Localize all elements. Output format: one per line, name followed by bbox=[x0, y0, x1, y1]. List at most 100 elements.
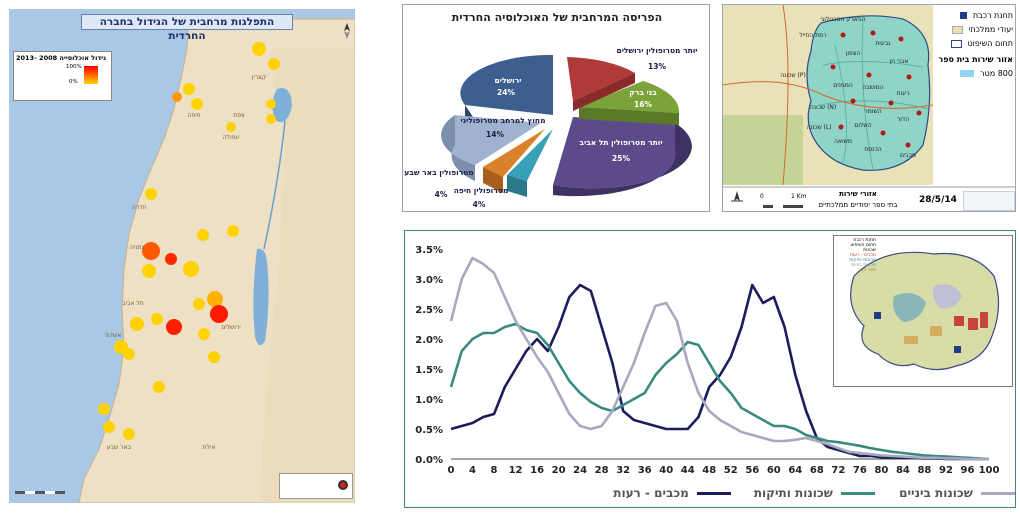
x-tick-label: 4 bbox=[469, 465, 476, 476]
map-footer-title: אזורי שירות bbox=[839, 190, 877, 198]
y-axis: 0.0% 0.5% 1.0% 1.5% 2.0% 2.5% 3.0% 3.5% bbox=[415, 245, 443, 466]
line-chart-svg: 0.0%0.5%1.0%1.5%2.0%2.5%3.0%3.5% 0 4 8 12 16… bbox=[415, 245, 999, 476]
pie-slice-beer-sheva bbox=[483, 129, 545, 177]
x-tick-label: 92 bbox=[939, 465, 953, 476]
legend-entry: שכונות ותיקות bbox=[754, 486, 875, 500]
inset-zone-maccabim bbox=[954, 312, 988, 330]
scale-bar bbox=[763, 205, 803, 208]
x-tick-label: 44 bbox=[681, 465, 695, 476]
legend-title: גידול אוכלוסייה 2008 -2013 bbox=[15, 54, 106, 62]
school-zones bbox=[806, 15, 931, 171]
neighborhood-label: שכונה (N) bbox=[810, 104, 836, 111]
inset-map: תחנת רכבת תחום השיפוט שכונות מכבים - רעו… bbox=[833, 235, 1013, 387]
neighborhood-label: הכנסת bbox=[864, 146, 881, 153]
pie-value-jerusalem-metro: 13% bbox=[648, 62, 666, 71]
pie-chart-panel: הפריסה המרחבית של האוכלוסיה החרדית bbox=[402, 4, 710, 212]
inset-city-boundary bbox=[850, 251, 1000, 371]
y-tick-label: 1.5% bbox=[415, 365, 443, 376]
israel-map-panel: קצרין צפת חיפה עפולה חדרה נתניה תל אביב … bbox=[9, 9, 355, 503]
inset-train-icon bbox=[874, 312, 961, 353]
pie-label-outside-metro: מחוץ למרחב מטרופוליני bbox=[460, 116, 545, 125]
neighborhood-label: השומר bbox=[864, 108, 881, 115]
neighborhood-label: הצפון bbox=[846, 50, 861, 57]
neighborhood-label: המושבה bbox=[862, 84, 883, 91]
pie-chart-title: הפריסה המרחבית של האוכלוסיה החרדית bbox=[451, 11, 663, 24]
neighborhood-label: המגינים bbox=[833, 82, 853, 89]
y-tick-label: 0.0% bbox=[415, 455, 443, 466]
inset-legend-item: מכבים - רעות bbox=[849, 253, 876, 258]
pie-3d bbox=[441, 54, 692, 197]
neighborhood-legend: תחנת רכבת יעודי ממלכתי תחום השיפוט אזור … bbox=[935, 9, 1015, 85]
y-tick-label: 2.5% bbox=[415, 305, 443, 316]
jordan-land bbox=[259, 49, 355, 503]
pie-value-outside-metro: 14% bbox=[486, 130, 504, 139]
neighborhood-label: אבני חן bbox=[890, 58, 909, 65]
pie-value-bnei-brak: 16% bbox=[634, 100, 652, 109]
x-tick-label: 68 bbox=[810, 465, 824, 476]
neighborhood-map-panel: הפארק הטכנולוגי רמת החייל גבעות הצפון אב… bbox=[722, 4, 1016, 212]
org-logo-box bbox=[963, 191, 1015, 211]
map-greenery bbox=[723, 115, 803, 185]
pie-label-haifa: מטרופולין חיפה bbox=[454, 186, 509, 195]
city-label: ירושלים bbox=[221, 324, 240, 331]
scale-end-label: 1 Km bbox=[791, 193, 807, 200]
neighborhood-label: השלום bbox=[854, 122, 871, 129]
legend-max-label: 100% bbox=[66, 64, 82, 70]
inset-zone-old bbox=[893, 293, 926, 322]
legend-swatch bbox=[841, 492, 875, 495]
pie-slice-haifa bbox=[507, 129, 553, 181]
inset-zone-mid bbox=[932, 284, 962, 309]
map-footer-sub: בתי ספר יסודיים ממלכתיים bbox=[818, 201, 898, 209]
legend-entry: שכונות ביניים bbox=[899, 486, 1015, 500]
source-logo-box bbox=[279, 473, 353, 499]
inset-legend-item: שכונות ותיקות bbox=[849, 258, 876, 263]
kinneret-lake bbox=[272, 88, 292, 122]
city-labels: קצרין צפת חיפה עפולה חדרה נתניה תל אביב … bbox=[105, 74, 266, 451]
israel-map-svg: קצרין צפת חיפה עפולה חדרה נתניה תל אביב … bbox=[9, 9, 355, 503]
neighborhood-map-svg: הפארק הטכנולוגי רמת החייל גבעות הצפון אב… bbox=[723, 5, 1015, 208]
scale-start-label: 0 bbox=[760, 193, 764, 200]
neighborhood-labels: הפארק הטכנולוגי רמת החייל גבעות הצפון אב… bbox=[780, 16, 916, 159]
pie-labels: ירושלים 24% מחוץ למרחב מטרופוליני 14% מט… bbox=[404, 46, 697, 209]
map-date: 28/5/14 bbox=[919, 195, 957, 205]
compass-icon bbox=[344, 23, 350, 39]
scale-bar bbox=[15, 491, 65, 494]
y-tick-label: 3.0% bbox=[415, 275, 443, 286]
pie-label-jerusalem-metro: יותר מטרופולין ירושלים bbox=[616, 46, 697, 55]
x-tick-label: 20 bbox=[552, 465, 566, 476]
neighborhood-label: שכונה (P) bbox=[780, 72, 806, 79]
x-tick-label: 28 bbox=[595, 465, 609, 476]
x-tick-label: 24 bbox=[573, 465, 587, 476]
city-label: נתניה bbox=[130, 244, 144, 251]
x-tick-label: 80 bbox=[874, 465, 888, 476]
pie-label-beer-sheva: מטרופולין באר שבע bbox=[404, 168, 473, 177]
x-tick-label: 0 bbox=[448, 465, 455, 476]
x-tick-label: 84 bbox=[896, 465, 910, 476]
city-label: אילת bbox=[203, 444, 216, 451]
series-line-2 bbox=[449, 256, 989, 461]
legend-label: שכונות ותיקות bbox=[753, 486, 833, 500]
legend-gradient bbox=[84, 66, 98, 84]
pie-value-jerusalem: 24% bbox=[497, 88, 515, 97]
pie-value-beer-sheva: 4% bbox=[435, 190, 448, 199]
neighborhood-label: משואה bbox=[834, 138, 852, 145]
inset-legend-item: אזור אחר bbox=[857, 268, 876, 273]
pie-label-jerusalem: ירושלים bbox=[495, 76, 522, 85]
x-tick-label: 32 bbox=[616, 465, 630, 476]
neighborhood-label: הדור bbox=[897, 116, 909, 123]
zone-boundaries bbox=[818, 18, 929, 171]
pie-slice-bnei-brak bbox=[579, 81, 680, 113]
x-tick-label: 52 bbox=[724, 465, 738, 476]
legend-label: שכונות ביניים bbox=[899, 486, 973, 500]
pie-slice-tel-aviv-metro bbox=[553, 117, 692, 189]
jordan-river bbox=[263, 120, 286, 250]
city-label: עפולה bbox=[223, 134, 240, 141]
radius-icon bbox=[960, 70, 975, 77]
inset-legend-item: תחום השיפוט bbox=[850, 243, 876, 248]
series-line-1 bbox=[449, 322, 990, 461]
x-tick-label: 96 bbox=[961, 465, 975, 476]
legend-entry: מכבים - רעות bbox=[613, 486, 731, 500]
legend-min-label: 0% bbox=[69, 79, 78, 85]
legend-label: מכבים - רעות bbox=[613, 486, 689, 500]
x-tick-label: 76 bbox=[853, 465, 867, 476]
